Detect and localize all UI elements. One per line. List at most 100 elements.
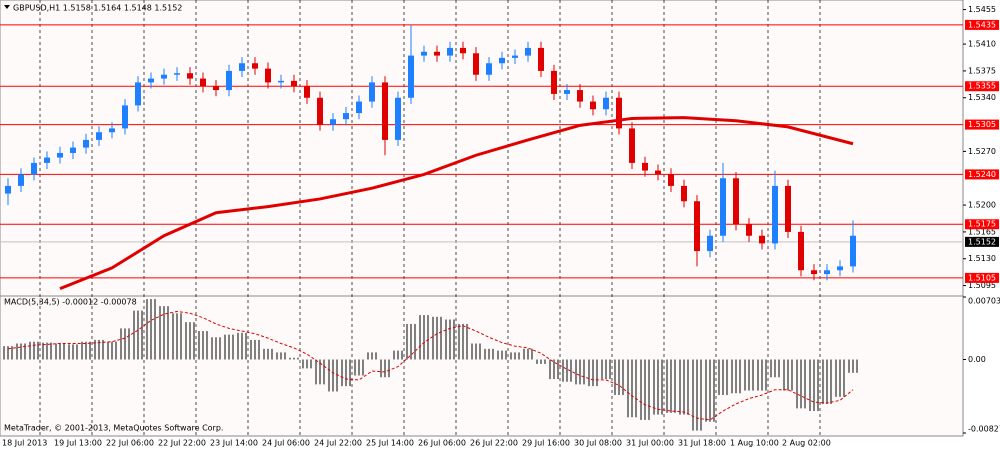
level-box (965, 272, 999, 283)
level-box (965, 219, 999, 230)
candle-body (356, 101, 362, 114)
y-tick-label: 1.5165 (968, 227, 996, 236)
candle-body (369, 82, 375, 102)
x-tick-label: 31 Jul 00:00 (626, 439, 674, 448)
candle-body (603, 97, 609, 110)
candle-body (447, 47, 453, 56)
x-tick-label: 30 Jul 08:00 (574, 439, 622, 448)
candle-body (421, 51, 427, 56)
candle-body (590, 101, 596, 110)
level-label: 1.5240 (968, 170, 996, 179)
y-tick-label: 1.5410 (968, 40, 996, 49)
candle-body (473, 53, 479, 75)
candle-body (499, 57, 505, 64)
x-tick-label: 22 Jul 22:00 (158, 439, 206, 448)
level-label: 1.5305 (968, 120, 996, 129)
x-tick-label: 19 Jul 13:00 (54, 439, 102, 448)
y-tick-label: 0.00 (968, 355, 986, 364)
candle-body (538, 47, 544, 71)
y-tick-label: 1.5455 (968, 5, 996, 14)
level-label: 1.5175 (968, 220, 996, 229)
candle-body (434, 51, 440, 56)
candle-body (161, 74, 167, 79)
candle-body (70, 147, 76, 153)
x-tick-label: 31 Jul 18:00 (678, 439, 726, 448)
level-box (965, 19, 999, 30)
candle-body (330, 119, 336, 125)
candle-body (837, 266, 843, 271)
x-tick-label: 26 Jul 06:00 (418, 439, 466, 448)
y-tick-label: 1.5130 (968, 254, 996, 263)
candle-body (395, 97, 401, 140)
price-label: 1.5152 (968, 237, 996, 246)
candle-body (408, 55, 414, 98)
candle-body (44, 157, 50, 163)
candle-body (512, 55, 518, 58)
candle-body (577, 90, 583, 102)
chart-title: GBPUSD,H1 1.5158 1.5164 1.5148 1.5152 (13, 4, 182, 13)
candle-body (109, 128, 115, 133)
x-tick-label: 23 Jul 14:00 (210, 439, 258, 448)
candle-body (174, 73, 180, 75)
candle-body (291, 80, 297, 87)
candle-body (707, 235, 713, 252)
menu-arrow[interactable] (4, 5, 10, 9)
candle-body (772, 185, 778, 244)
candle-body (57, 152, 63, 158)
candle-body (213, 86, 219, 91)
candle-body (265, 68, 271, 83)
footer: MetaTrader, © 2001-2013, MetaQuotes Soft… (4, 424, 223, 433)
candle-body (200, 78, 206, 87)
y-tick-label: 1.5200 (968, 201, 996, 210)
candle-body (31, 162, 37, 175)
candle-body (681, 185, 687, 202)
candle-body (239, 63, 245, 71)
candle-body (798, 231, 804, 271)
candle-body (525, 47, 531, 56)
candle-body (629, 128, 635, 163)
moving-average (59, 116, 854, 291)
level-label: 1.5435 (968, 20, 996, 29)
x-tick-label: 26 Jul 22:00 (470, 439, 518, 448)
candle-body (5, 185, 11, 194)
candle-body (135, 82, 141, 106)
price-box (965, 236, 999, 247)
candle-body (460, 47, 466, 54)
x-tick-label: 22 Jul 06:00 (106, 439, 154, 448)
candle-body (343, 113, 349, 120)
candle-body (382, 82, 388, 140)
candle-body (811, 270, 817, 275)
candle-body (252, 63, 258, 69)
candle-body (278, 80, 284, 83)
candle-body (850, 235, 856, 267)
level-box (965, 169, 999, 180)
candle-body (564, 90, 570, 94)
x-tick-label: 1 Aug 10:00 (730, 439, 779, 448)
candle-body (746, 224, 752, 236)
candle-body (668, 174, 674, 186)
y-tick-label: -0.00827 (968, 425, 1000, 434)
candle-body (785, 185, 791, 232)
candle-body (486, 63, 492, 75)
candle-body (96, 132, 102, 140)
candle-body (824, 270, 830, 275)
y-tick-label: 1.5095 (968, 281, 996, 290)
candle-body (616, 97, 622, 129)
candle-body (83, 139, 89, 148)
level-box (965, 119, 999, 130)
x-tick-label: 25 Jul 14:00 (366, 439, 414, 448)
candle-body (317, 97, 323, 125)
x-tick-label: 18 Jul 2013 (2, 439, 47, 448)
macd-title: MACD(5,34,5) -0.00012 -0.00078 (4, 298, 137, 307)
candle-body (304, 86, 310, 98)
x-tick-label: 29 Jul 16:00 (522, 439, 570, 448)
y-tick-label: 1.5340 (968, 93, 996, 102)
x-tick-label: 2 Aug 02:00 (782, 439, 831, 448)
candle-body (694, 201, 700, 252)
y-tick-label: 1.5375 (968, 66, 996, 75)
candle-body (187, 73, 193, 79)
y-tick-label: 1.5270 (968, 147, 996, 156)
macd-signal (7, 310, 854, 421)
candle-body (733, 178, 739, 225)
candle-body (148, 78, 154, 83)
